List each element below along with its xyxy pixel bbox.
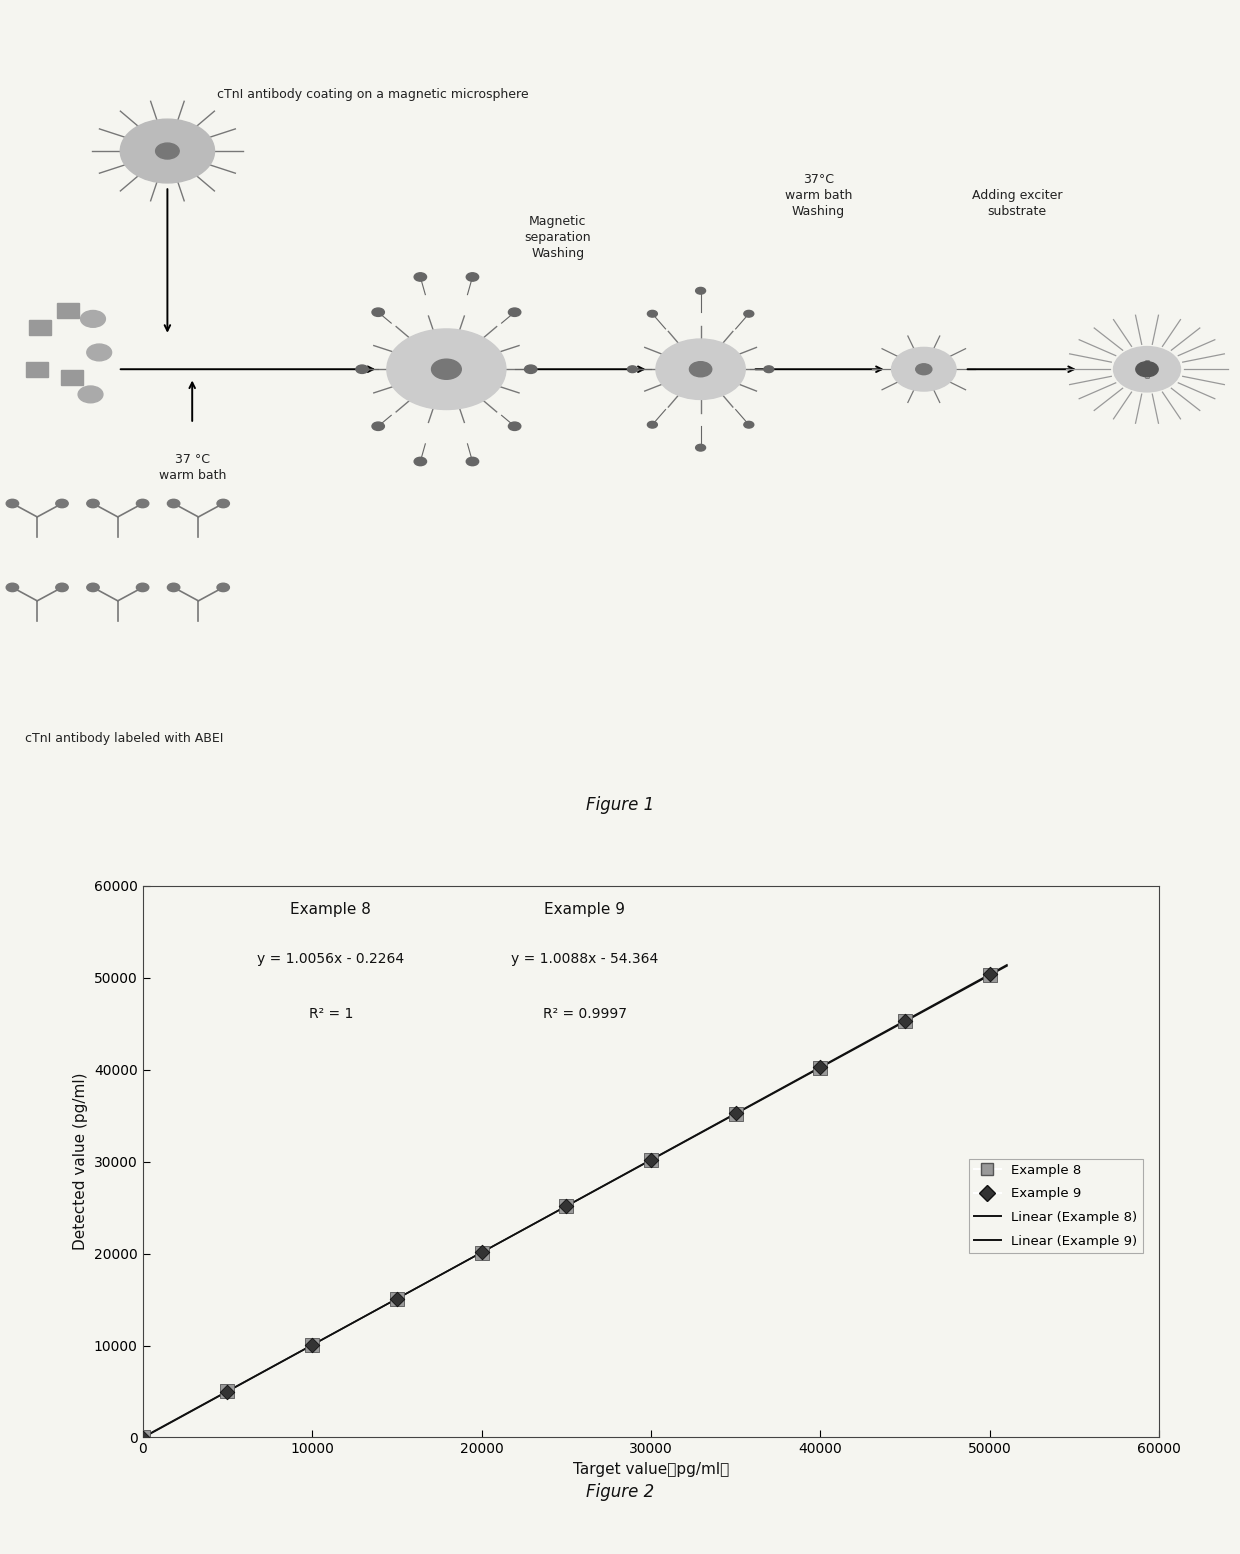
Circle shape (656, 339, 745, 399)
Circle shape (466, 457, 479, 466)
Y-axis label: Detected value (pg/ml): Detected value (pg/ml) (73, 1072, 88, 1251)
Text: y = 1.0056x - 0.2264: y = 1.0056x - 0.2264 (257, 953, 404, 967)
Circle shape (6, 499, 19, 508)
Circle shape (892, 348, 956, 392)
Example 9 (387, 1287, 407, 1312)
Example 8 (895, 1009, 915, 1033)
Circle shape (466, 274, 479, 281)
Example 9 (980, 962, 999, 987)
Bar (26, 362, 48, 376)
Circle shape (414, 457, 427, 466)
Example 8 (557, 1193, 577, 1218)
Text: Figure 1: Figure 1 (585, 796, 655, 814)
Circle shape (56, 499, 68, 508)
Circle shape (217, 499, 229, 508)
Circle shape (372, 308, 384, 317)
Circle shape (508, 423, 521, 430)
Example 9 (811, 1055, 831, 1080)
Example 8 (811, 1055, 831, 1080)
Circle shape (696, 444, 706, 451)
Circle shape (156, 143, 180, 159)
Circle shape (372, 423, 384, 430)
Legend: Example 8, Example 9, Linear (Example 8), Linear (Example 9): Example 8, Example 9, Linear (Example 8)… (968, 1159, 1142, 1253)
Example 9 (471, 1240, 491, 1265)
Circle shape (87, 499, 99, 508)
Example 9 (641, 1147, 661, 1172)
Text: Figure 2: Figure 2 (585, 1483, 655, 1501)
Circle shape (387, 329, 506, 410)
Circle shape (356, 365, 368, 373)
Example 9 (133, 1425, 153, 1450)
Circle shape (136, 499, 149, 508)
Circle shape (1114, 347, 1180, 392)
Circle shape (414, 274, 427, 281)
X-axis label: Target value（pg/ml）: Target value（pg/ml） (573, 1462, 729, 1476)
Example 9 (217, 1378, 237, 1403)
Example 8 (133, 1425, 153, 1450)
Circle shape (56, 583, 68, 592)
Text: R² = 0.9997: R² = 0.9997 (543, 1007, 627, 1021)
Text: 37 °C
warm bath: 37 °C warm bath (159, 454, 226, 482)
Circle shape (167, 499, 180, 508)
Example 9 (895, 1009, 915, 1033)
Circle shape (217, 583, 229, 592)
Circle shape (764, 365, 774, 373)
Example 8 (641, 1148, 661, 1173)
Example 8 (387, 1287, 407, 1312)
Circle shape (167, 583, 180, 592)
Example 9 (303, 1333, 322, 1358)
Text: y = 1.0088x - 54.364: y = 1.0088x - 54.364 (511, 953, 658, 967)
Circle shape (744, 311, 754, 317)
Circle shape (647, 311, 657, 317)
Text: Magnetic
separation
Washing: Magnetic separation Washing (525, 214, 591, 260)
Circle shape (78, 385, 103, 402)
Text: R² = 1: R² = 1 (309, 1007, 353, 1021)
Circle shape (696, 287, 706, 294)
Text: Adding exciter
substrate: Adding exciter substrate (972, 190, 1061, 218)
Example 8 (980, 963, 999, 988)
Circle shape (87, 343, 112, 361)
Text: cTnI antibody labeled with ABEI: cTnI antibody labeled with ABEI (25, 732, 223, 744)
Text: 发
光: 发 光 (1145, 359, 1149, 379)
Example 9 (725, 1100, 745, 1125)
Circle shape (647, 421, 657, 427)
Circle shape (6, 583, 19, 592)
Circle shape (1136, 362, 1158, 376)
Circle shape (87, 583, 99, 592)
Example 8 (725, 1102, 745, 1127)
Circle shape (689, 362, 712, 376)
Circle shape (81, 311, 105, 328)
Example 9 (557, 1193, 577, 1218)
Circle shape (136, 583, 149, 592)
Example 8 (303, 1333, 322, 1358)
Text: 37°C
warm bath
Washing: 37°C warm bath Washing (785, 172, 852, 218)
Bar (57, 303, 79, 319)
Circle shape (627, 365, 637, 373)
Bar (61, 370, 83, 385)
Circle shape (915, 364, 932, 375)
Circle shape (744, 421, 754, 427)
Circle shape (120, 120, 215, 183)
Circle shape (525, 365, 537, 373)
Circle shape (432, 359, 461, 379)
Bar (29, 320, 51, 334)
Example 8 (471, 1240, 491, 1265)
Example 8 (217, 1378, 237, 1403)
Circle shape (508, 308, 521, 317)
Text: cTnI antibody coating on a magnetic microsphere: cTnI antibody coating on a magnetic micr… (217, 87, 528, 101)
Text: Example 9: Example 9 (544, 903, 625, 917)
Text: Example 8: Example 8 (290, 903, 371, 917)
